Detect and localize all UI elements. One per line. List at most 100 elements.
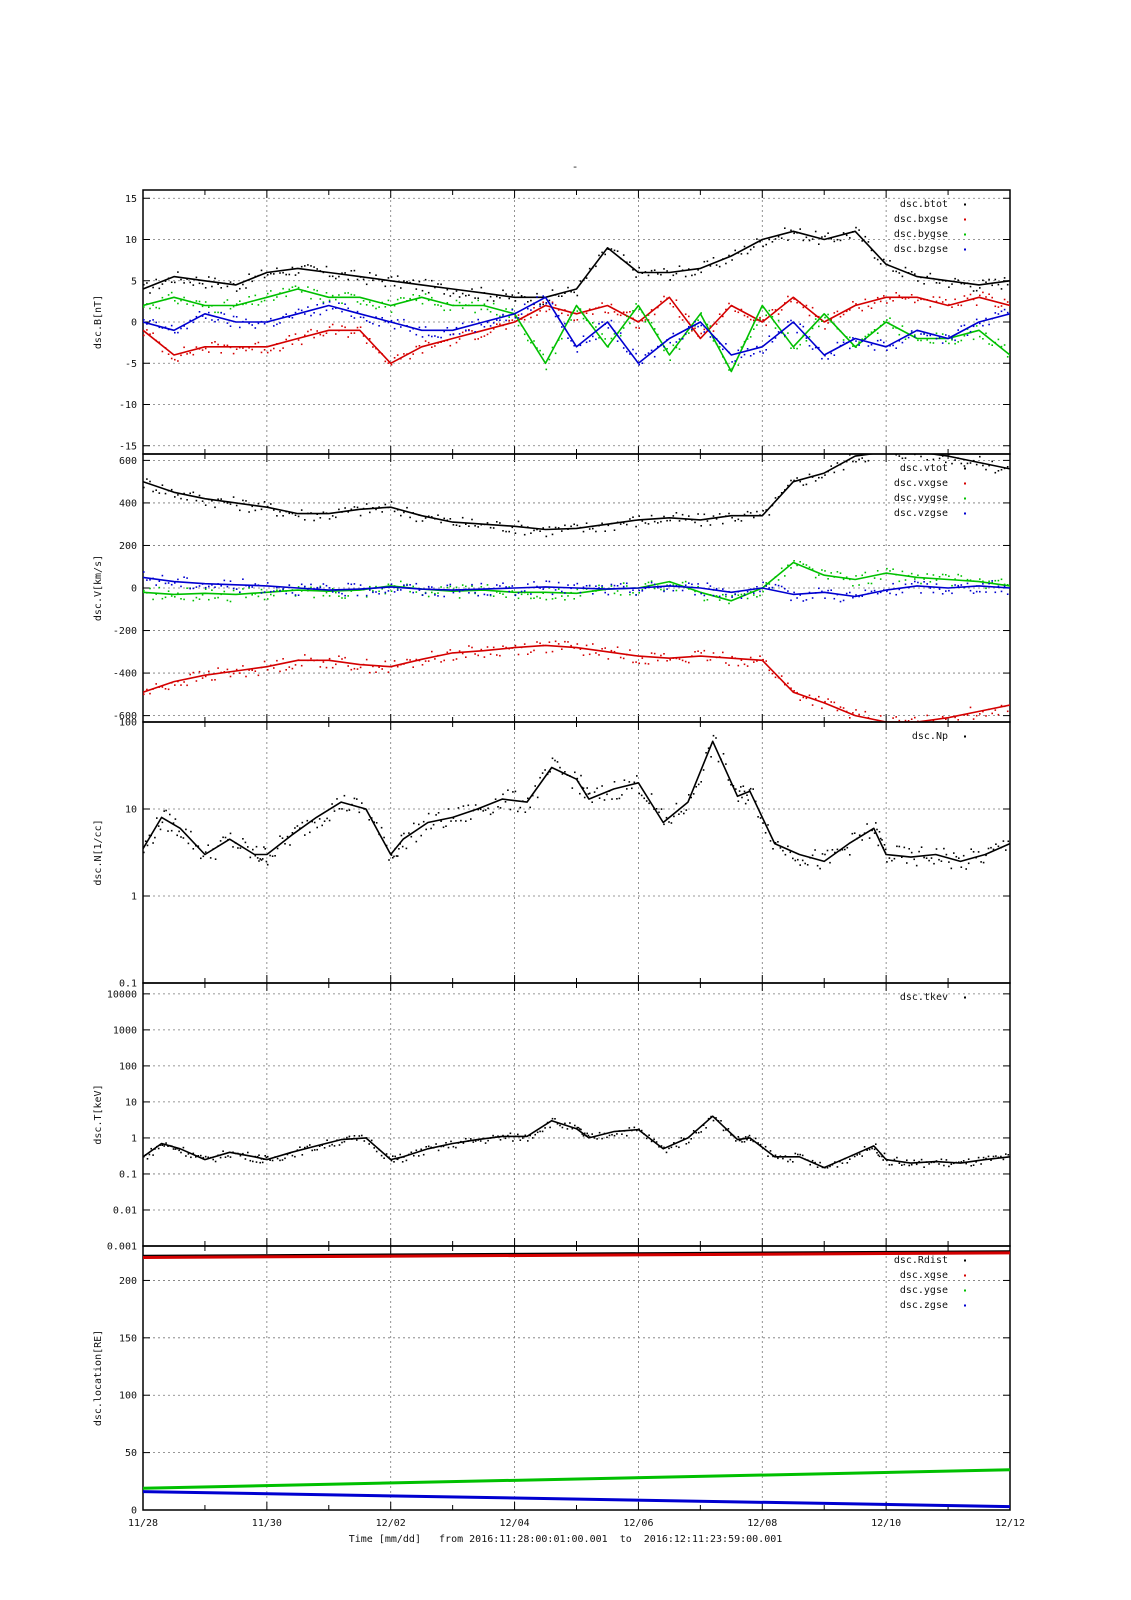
data-point (309, 831, 311, 834)
data-point (274, 1156, 276, 1158)
data-point (257, 341, 260, 344)
data-point (641, 320, 644, 322)
data-point (1000, 310, 1003, 313)
data-point (972, 1164, 975, 1166)
data-point (201, 594, 204, 596)
data-point (665, 816, 668, 819)
legend-label: dsc.bygse (894, 229, 948, 240)
data-point (545, 310, 548, 313)
data-point (350, 583, 353, 586)
data-point (242, 283, 244, 286)
data-point (431, 516, 433, 518)
data-point (908, 1164, 910, 1167)
data-point (533, 529, 535, 532)
data-point (873, 589, 876, 592)
data-point (229, 580, 232, 582)
data-point (876, 570, 879, 572)
data-point (443, 330, 445, 333)
data-point (657, 333, 659, 336)
data-point (616, 646, 619, 648)
data-point (802, 563, 805, 565)
data-point (700, 332, 702, 335)
data-point (161, 686, 164, 688)
y-tick-label: 0 (131, 1506, 137, 1517)
y-tick-label: 1 (131, 1133, 137, 1144)
series-points-dsc-Np (143, 734, 1010, 870)
data-point (883, 589, 885, 591)
data-point (707, 747, 710, 749)
data-point (768, 669, 771, 672)
data-point (818, 587, 820, 590)
data-point (149, 579, 151, 581)
data-point (201, 500, 204, 502)
data-point (824, 354, 826, 357)
data-point (502, 530, 504, 532)
data-point (650, 349, 653, 352)
data-point (892, 344, 894, 347)
data-point (839, 706, 842, 708)
data-point (641, 589, 644, 591)
data-point (174, 331, 176, 334)
data-point (796, 477, 798, 479)
data-point (889, 298, 891, 300)
data-point (300, 583, 303, 586)
data-point (170, 682, 173, 684)
data-point (531, 1137, 534, 1139)
data-point (403, 280, 405, 282)
data-point (626, 523, 628, 526)
series-group (143, 1250, 1010, 1509)
data-point (403, 1156, 405, 1158)
data-point (985, 854, 987, 857)
series-dsc-xgse (143, 1251, 1010, 1259)
data-point (960, 575, 963, 577)
data-point (418, 280, 421, 283)
data-point (396, 665, 399, 668)
data-point (356, 310, 359, 313)
data-point (393, 510, 396, 513)
data-point (239, 346, 241, 349)
data-point (486, 594, 489, 596)
data-point (731, 361, 733, 363)
data-point (486, 299, 489, 302)
data-point (514, 316, 517, 318)
data-point (577, 781, 580, 783)
data-point (873, 832, 876, 834)
data-point (313, 596, 315, 599)
data-point (514, 532, 517, 534)
data-point (396, 855, 399, 857)
data-point (229, 325, 232, 327)
data-point (867, 459, 870, 462)
data-point (867, 716, 870, 719)
data-point (703, 599, 706, 602)
data-point (626, 311, 628, 314)
data-point (174, 300, 176, 302)
data-point (380, 826, 383, 829)
data-point (462, 1142, 465, 1144)
data-point (663, 345, 665, 348)
data-point (523, 333, 526, 336)
data-point (467, 1140, 470, 1142)
data-point (935, 848, 938, 850)
data-point (722, 588, 724, 590)
data-point (146, 323, 148, 325)
data-point (640, 1129, 643, 1132)
data-point (207, 844, 209, 846)
data-point (748, 1134, 751, 1137)
data-point (610, 319, 613, 322)
data-point (282, 588, 284, 590)
data-point (660, 586, 662, 588)
data-point (353, 317, 356, 319)
data-point (867, 241, 870, 243)
data-point (427, 515, 430, 517)
data-point (903, 846, 906, 849)
data-point (311, 820, 313, 823)
data-point (430, 1146, 432, 1149)
data-point (831, 849, 834, 851)
data-point (691, 655, 693, 657)
data-point (566, 1128, 569, 1130)
data-point (787, 239, 789, 241)
data-point (718, 599, 721, 601)
data-point (211, 305, 213, 307)
data-point (925, 1161, 928, 1163)
data-point (743, 340, 746, 343)
